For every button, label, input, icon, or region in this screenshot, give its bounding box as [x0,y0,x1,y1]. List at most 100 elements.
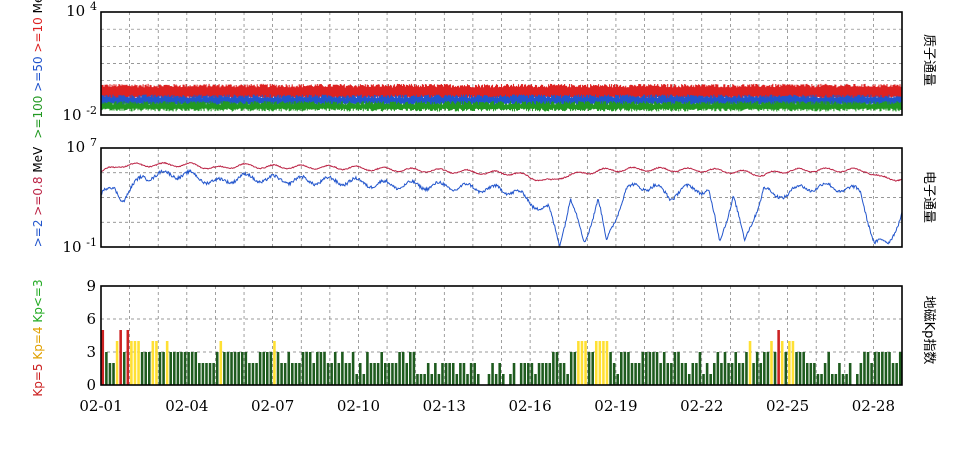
kp-bar [205,363,208,385]
kp-bar [265,352,269,385]
kp-bar [448,363,451,385]
x-tick-label: 02-19 [594,397,637,415]
panel-frame [101,148,902,247]
kp-y-tick-label: 6 [86,310,96,328]
kp-bar [380,352,383,385]
kp-bar [763,352,766,385]
kp-bar [569,352,573,385]
kp-bar [534,374,537,385]
kp-bar [759,363,763,385]
kp-bar [877,352,881,385]
plot-border [100,11,903,116]
kp-bar [705,363,709,385]
kp-bar [308,352,312,385]
proton-right-label: 质子通量 [921,34,936,86]
kp-bar [673,352,677,385]
kp-bar [301,352,305,385]
kp-bar [666,363,670,385]
kp-bar [805,363,809,385]
kp-bar [240,352,244,385]
kp-bar [623,352,627,385]
kp-bar [244,352,248,385]
kp-bar [777,330,780,385]
kp-left-axis-label: Kp=5 Kp=4 Kp<=3 [31,279,45,396]
kp-bar [544,363,548,385]
kp-bar [258,352,262,385]
electron-right-label: 电子通量 [921,171,936,223]
y-tick-label-top: 10 7 [66,136,97,156]
kp-bar [137,341,140,385]
kp-bar [745,352,748,385]
kp-bar [337,363,341,385]
kp-bar [248,363,251,385]
kp-bar [190,352,194,385]
kp-bar [183,352,187,385]
x-tick-label: 02-25 [766,397,809,415]
kp-bar [498,363,501,385]
kp-bar [434,363,437,385]
kp-bar [859,363,863,385]
kp-bar [316,352,319,385]
kp-bar [502,374,505,385]
kp-bar [176,352,180,385]
kp-bar [580,341,584,385]
kp-bar [748,341,752,385]
kp-bar [251,363,255,385]
kp-bar [319,352,323,385]
kp-bar [591,352,594,385]
kp-bar [462,363,466,385]
left-label-part: MeV [31,0,45,17]
kp-y-tick-label: 0 [86,376,96,394]
kp-bar [476,374,480,385]
kp-bar [873,352,877,385]
kp-bar [294,363,298,385]
x-tick-label: 02-10 [337,397,380,415]
kp-bar [444,363,448,385]
kp-bar [226,352,230,385]
kp-bar [530,363,534,385]
kp-bar [330,363,333,385]
kp-bar [573,352,577,385]
kp-bar [559,363,562,385]
kp-bar [652,352,655,385]
kp-bar [162,352,165,385]
kp-bar [773,352,777,385]
kp-bar [741,363,745,385]
series-100-flux-band [101,101,902,112]
kp-bar [276,352,280,385]
kp-bar [816,374,820,385]
kp-bar [684,363,687,385]
kp-bar [680,363,684,385]
kp-bar [140,352,144,385]
kp-bar [312,363,316,385]
kp-bar [398,352,401,385]
kp-bar [641,352,645,385]
kp-bar [895,363,898,385]
kp-bar [355,374,358,385]
kp-bar [687,374,691,385]
kp-bar [888,352,891,385]
kp-bar [848,363,852,385]
kp-bar [344,363,348,385]
kp-y-tick-label: 9 [86,277,96,295]
x-tick-label: 02-07 [251,397,294,415]
kp-bar [187,352,190,385]
kp-bar [823,363,827,385]
proton-left-axis-label: >=100 >=50 >=10 MeV [31,0,45,139]
kp-bar [119,330,122,385]
kp-bar [165,341,169,385]
kp-bar [659,363,662,385]
kp-bar [645,352,648,385]
kp-bar [845,374,848,385]
kp-bar [130,341,133,385]
x-tick-label: 02-22 [680,397,723,415]
kp-bar [709,374,712,385]
kp-bar [620,352,623,385]
kp-bar [827,352,830,385]
kp-bar [612,363,616,385]
kp-bar [630,363,634,385]
kp-bar [208,363,212,385]
kp-bar [830,374,834,385]
kp-bar [616,374,620,385]
